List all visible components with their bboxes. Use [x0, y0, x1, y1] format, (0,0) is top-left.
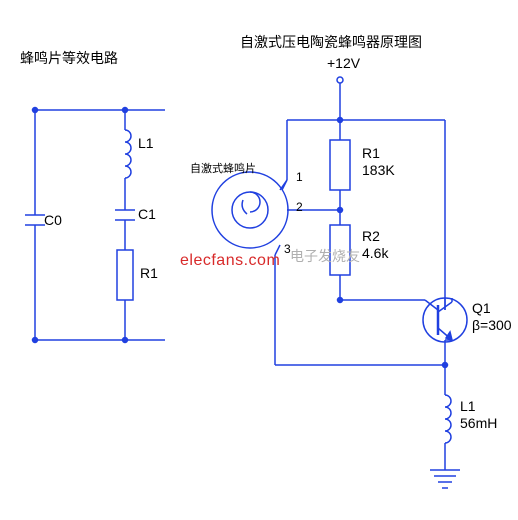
- pin2-label: 2: [296, 200, 303, 214]
- r1-val: 183K: [362, 162, 395, 178]
- q1-beta: β=300: [472, 317, 512, 333]
- left-c1-label: C1: [138, 206, 156, 222]
- r1-name: R1: [362, 145, 380, 161]
- l1r-val: 56mH: [460, 415, 497, 431]
- watermark-red: elecfans.com: [180, 252, 280, 270]
- piezo-label: 自激式蜂鸣片: [190, 160, 256, 176]
- watermark-gray: 电子发烧友: [290, 246, 360, 266]
- q1-name: Q1: [472, 300, 491, 316]
- voltage-label: +12V: [327, 55, 360, 71]
- title-right: 自激式压电陶瓷蜂鸣器原理图: [240, 32, 422, 52]
- r2-val: 4.6k: [362, 245, 388, 261]
- left-r1-label: R1: [140, 265, 158, 281]
- pin1-label: 1: [296, 170, 303, 184]
- l1r-name: L1: [460, 398, 476, 414]
- left-l1-label: L1: [138, 135, 154, 151]
- left-c0-label: C0: [44, 212, 62, 228]
- r2-name: R2: [362, 228, 380, 244]
- title-left: 蜂鸣片等效电路: [20, 48, 118, 68]
